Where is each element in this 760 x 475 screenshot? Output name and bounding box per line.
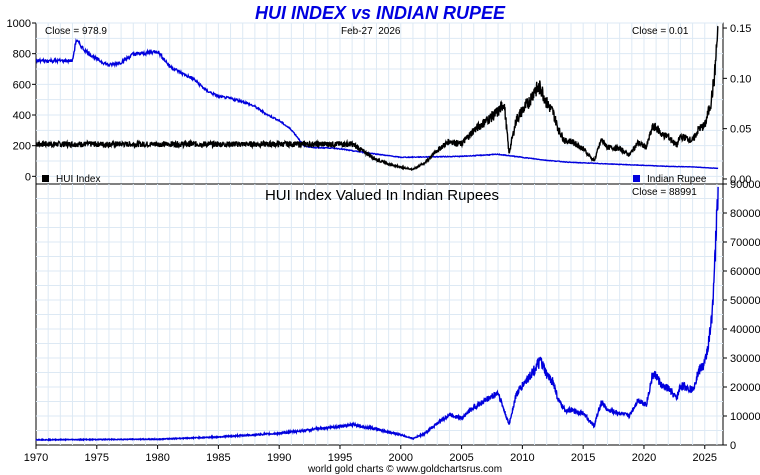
x-tick-label: 2010 — [510, 452, 534, 464]
x-tick-label: 2015 — [571, 452, 595, 464]
left-tick-label: 0 — [25, 171, 31, 183]
bottom-right-tick-label: 0 — [730, 440, 736, 452]
bottom-right-tick-label: 70000 — [730, 237, 760, 249]
bottom-panel-grid — [36, 184, 723, 445]
x-axis: 1970 1975 1980 1985 1990 1995 2000 2005 2010 2015… — [24, 445, 717, 464]
right-tick-label: 0.10 — [730, 73, 751, 85]
x-tick-label: 1990 — [267, 452, 291, 464]
bottom-right-tick-label: 90000 — [730, 179, 760, 191]
legend-rupee-label: Indian Rupee — [647, 174, 707, 185]
x-tick-label: 2000 — [389, 452, 413, 464]
bottom-right-tick-label: 60000 — [730, 266, 760, 278]
x-tick-label: 2025 — [693, 452, 717, 464]
left-tick-label: 600 — [13, 79, 31, 91]
x-tick-label: 1980 — [145, 452, 169, 464]
left-tick-label: 200 — [13, 141, 31, 153]
legend-hui-swatch — [42, 175, 49, 182]
footer-credit: world gold charts © www.goldchartsrus.co… — [307, 464, 502, 475]
x-tick-label: 2020 — [632, 452, 656, 464]
left-tick-label: 400 — [13, 110, 31, 122]
bottom-right-tick-label: 50000 — [730, 295, 760, 307]
hui-series-line — [35, 25, 719, 172]
x-tick-label: 1985 — [206, 452, 230, 464]
legend-rupee: Indian Rupee — [633, 174, 707, 185]
right-tick-label: 0.05 — [730, 124, 751, 136]
right-tick-label: 0.15 — [730, 23, 751, 35]
right-tick-label: 0.00 — [730, 174, 751, 186]
legend-hui: HUI Index — [42, 174, 100, 185]
bottom-panel: 0 10000 20000 30000 40000 50000 60000 70000 8000… — [24, 179, 760, 464]
top-left-axis: 0 200 400 600 800 1000 — [7, 18, 36, 183]
hui-in-rupees-series-line — [35, 186, 719, 442]
bottom-right-tick-label: 30000 — [730, 353, 760, 365]
bottom-right-axis: 0 10000 20000 30000 40000 50000 60000 70000 8000… — [723, 179, 760, 452]
legend-hui-label: HUI Index — [56, 174, 100, 185]
bottom-right-tick-label: 20000 — [730, 382, 760, 394]
x-tick-label: 1975 — [85, 452, 109, 464]
left-tick-label: 1000 — [7, 18, 31, 30]
x-tick-label: 2005 — [449, 452, 473, 464]
top-panel-grid — [36, 22, 723, 184]
hui-close-label: Close = 978.9 — [45, 26, 107, 37]
bottom-right-tick-label: 10000 — [730, 411, 760, 423]
x-tick-label: 1995 — [328, 452, 352, 464]
bottom-close-label: Close = 88991 — [632, 187, 697, 198]
bottom-right-tick-label: 80000 — [730, 208, 760, 220]
bottom-right-tick-label: 40000 — [730, 324, 760, 336]
chart-title: HUI INDEX vs INDIAN RUPEE — [255, 3, 506, 23]
bottom-panel-title: HUI Index Valued In Indian Rupees — [265, 187, 499, 204]
x-tick-label: 1970 — [24, 452, 48, 464]
rupee-series-line — [35, 38, 719, 170]
rupee-close-label: Close = 0.01 — [632, 26, 689, 37]
legend-rupee-swatch — [633, 175, 640, 182]
left-tick-label: 800 — [13, 49, 31, 61]
chart-date-label: Feb-27 2026 — [341, 26, 401, 37]
top-right-axis: 0.00 0.05 0.10 0.15 — [723, 23, 751, 186]
top-panel: 0 200 400 600 800 1000 0.00 0.05 0.10 0.15 Close… — [7, 18, 752, 186]
